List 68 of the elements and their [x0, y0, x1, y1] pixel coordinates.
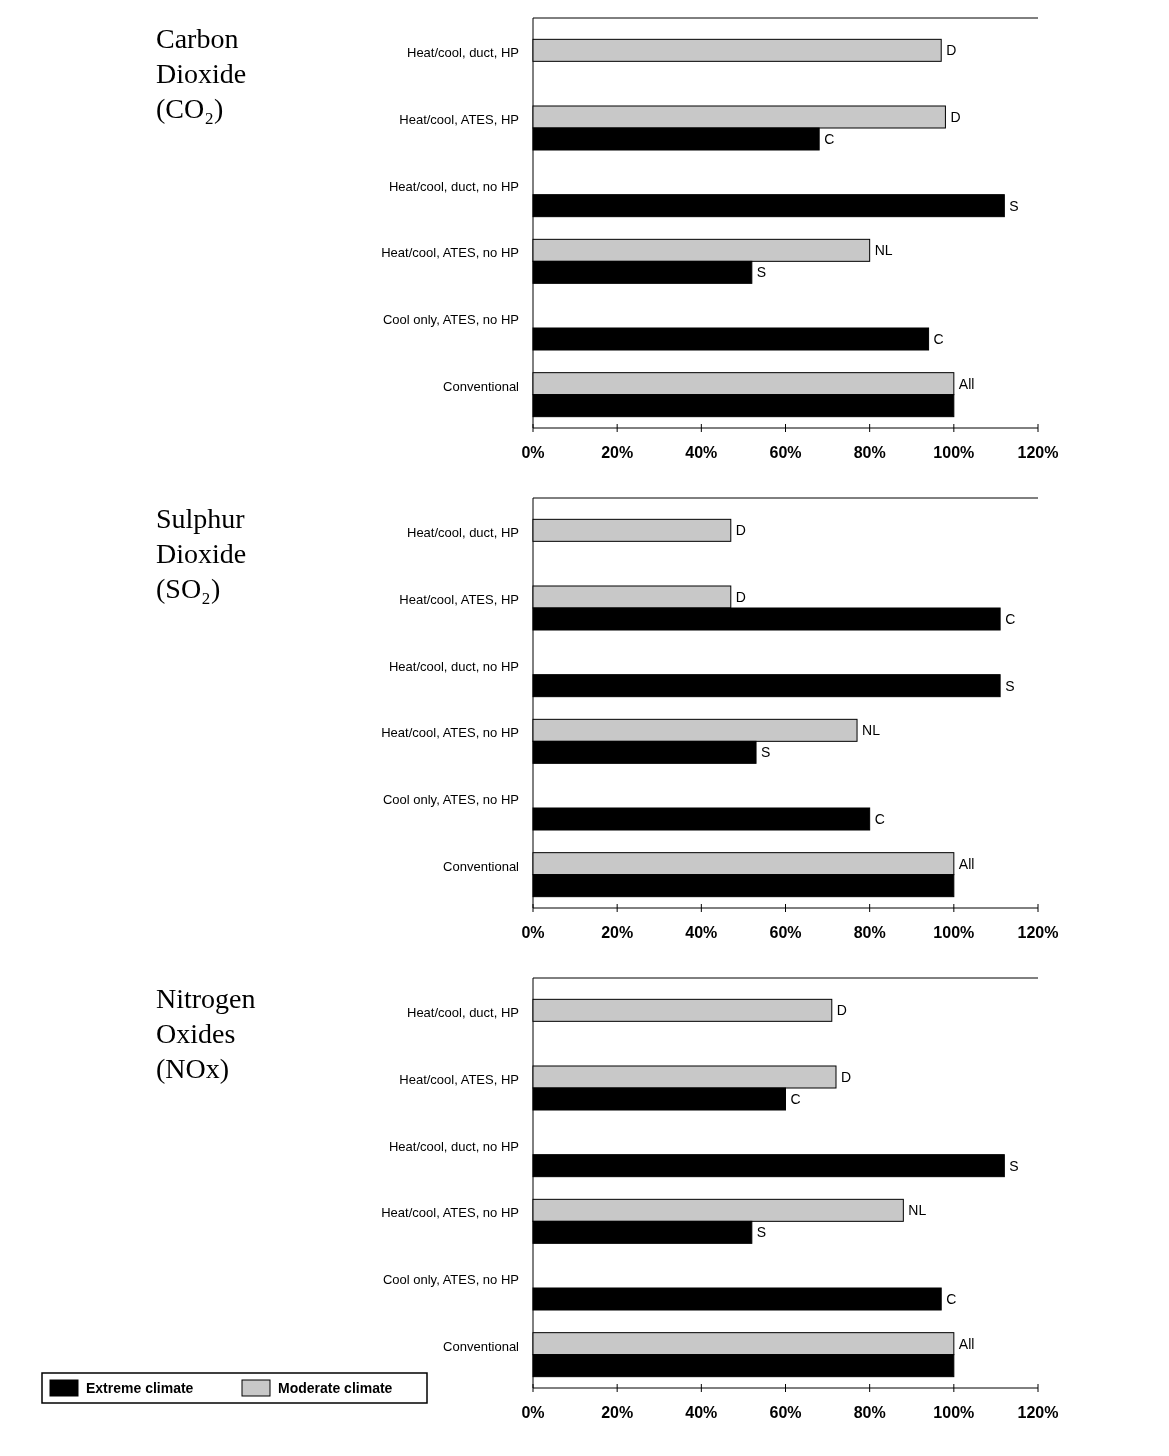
- data-label: D: [950, 109, 961, 125]
- data-label: All: [958, 855, 975, 872]
- x-tick-label: 80%: [853, 1404, 886, 1421]
- legend-label: Extreme climate: [86, 1380, 194, 1396]
- y-tick-label: Conventional: [443, 858, 520, 874]
- data-label: NL: [862, 722, 881, 739]
- y-tick-label: Heat/cool, ATES, HP: [399, 592, 519, 607]
- x-tick-label: 100%: [933, 444, 975, 461]
- x-tick-label: 60%: [769, 924, 802, 941]
- data-label: D: [841, 1069, 852, 1085]
- y-tick-label: Conventional: [443, 378, 520, 394]
- y-tick-label: Heat/cool, duct, HP: [407, 45, 519, 61]
- x-tick-label: 80%: [853, 924, 886, 941]
- x-tick-label: 20%: [601, 444, 634, 461]
- data-label: C: [824, 131, 835, 147]
- y-tick-label: Heat/cool, ATES, no HP: [381, 245, 519, 261]
- y-tick-label: Heat/cool, duct, no HP: [388, 1138, 519, 1154]
- data-label: C: [946, 1291, 957, 1307]
- y-tick-label: Heat/cool, duct, no HP: [388, 658, 519, 674]
- x-tick-label: 60%: [769, 444, 802, 461]
- y-tick-label: Cool only, ATES, no HP: [382, 312, 519, 327]
- data-label: D: [946, 42, 957, 59]
- y-tick-label: Heat/cool, duct, HP: [407, 1005, 519, 1021]
- data-label: C: [790, 1091, 801, 1107]
- x-tick-label: 40%: [685, 1404, 718, 1421]
- x-tick-label: 120%: [1017, 924, 1059, 941]
- x-tick-label: 0%: [521, 1404, 545, 1421]
- x-tick-label: 100%: [933, 1404, 975, 1421]
- y-tick-label: Cool only, ATES, no HP: [382, 792, 519, 807]
- data-label: D: [735, 522, 746, 539]
- text: Carbon Dioxide (CO₂): [156, 23, 247, 124]
- text: Sulphur Dioxide (SO₂): [156, 503, 247, 604]
- data-label: D: [836, 1002, 847, 1019]
- x-tick-label: 0%: [521, 444, 545, 461]
- y-tick-label: Cool only, ATES, no HP: [382, 1272, 519, 1287]
- data-label: All: [958, 375, 975, 392]
- y-tick-label: Heat/cool, duct, no HP: [388, 178, 519, 194]
- data-label: S: [1009, 197, 1019, 214]
- x-tick-label: 60%: [769, 1404, 802, 1421]
- y-tick-label: Heat/cool, duct, HP: [407, 525, 519, 541]
- data-label: C: [874, 811, 885, 827]
- y-tick-label: Heat/cool, ATES, no HP: [381, 725, 519, 741]
- x-tick-label: 20%: [601, 924, 634, 941]
- data-label: NL: [874, 242, 893, 259]
- x-tick-label: 40%: [685, 924, 718, 941]
- y-tick-label: Conventional: [443, 1338, 520, 1354]
- data-label: S: [1005, 677, 1015, 694]
- x-tick-label: 100%: [933, 924, 975, 941]
- data-label: S: [756, 1224, 767, 1241]
- data-label: D: [735, 589, 746, 605]
- y-tick-label: Heat/cool, ATES, no HP: [381, 1205, 519, 1221]
- x-tick-label: 40%: [685, 444, 718, 461]
- x-tick-label: 20%: [601, 1404, 634, 1421]
- legend-label: Moderate climate: [278, 1380, 393, 1396]
- x-tick-label: 120%: [1017, 1404, 1059, 1421]
- text: Nitrogen Oxides (NOx): [156, 983, 256, 1084]
- x-tick-label: 0%: [521, 924, 545, 941]
- data-label: C: [933, 331, 944, 347]
- data-label: C: [1005, 611, 1016, 627]
- data-label: S: [761, 744, 771, 761]
- data-label: NL: [908, 1202, 927, 1219]
- y-tick-label: Heat/cool, ATES, HP: [399, 112, 519, 127]
- x-tick-label: 120%: [1017, 444, 1059, 461]
- x-tick-label: 80%: [853, 444, 886, 461]
- y-tick-label: Heat/cool, ATES, HP: [399, 1072, 519, 1087]
- data-label: S: [1009, 1157, 1019, 1174]
- data-label: S: [756, 264, 767, 281]
- data-label: All: [958, 1335, 975, 1352]
